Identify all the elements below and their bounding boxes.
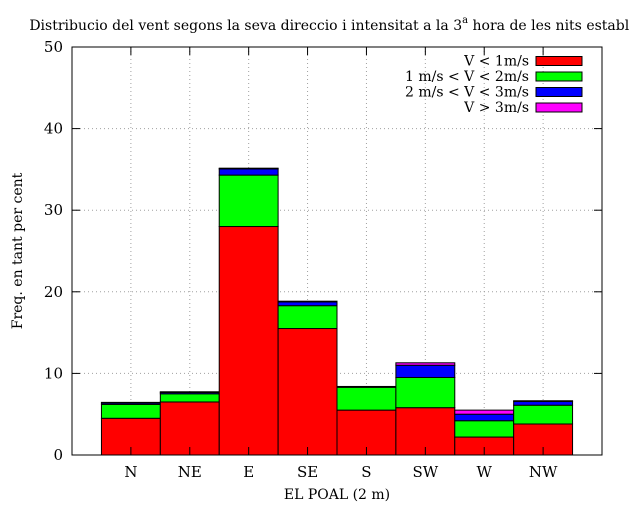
bar-segment xyxy=(454,409,515,415)
y-tick-label: 50 xyxy=(44,38,63,56)
chart-title: Distribucio del vent segons la seva dire… xyxy=(29,15,630,34)
bar-segment xyxy=(218,226,279,456)
bar-segment xyxy=(454,413,515,422)
legend-label: V < 1m/s xyxy=(463,54,529,70)
plot-frame xyxy=(71,46,603,456)
bar-segment xyxy=(100,403,161,419)
x-tick-label: S xyxy=(361,463,371,481)
bar-segment xyxy=(395,376,456,409)
x-tick-label: N xyxy=(124,463,137,481)
legend-label: V > 3m/s xyxy=(463,100,529,116)
x-tick-label: NW xyxy=(529,463,558,481)
x-tick-label: E xyxy=(243,463,254,481)
y-tick-label: 0 xyxy=(53,446,63,464)
bar-segment xyxy=(395,364,456,378)
bar-segment xyxy=(454,420,515,438)
y-axis-label: Freq. en tant per cent xyxy=(10,172,26,329)
bar-segment xyxy=(159,393,220,403)
bar-segment xyxy=(513,404,574,425)
bar-segment xyxy=(277,305,338,330)
legend-label: 1 m/s < V < 2m/s xyxy=(405,69,529,85)
legend: V < 1m/s1 m/s < V < 2m/s2 m/s < V < 3m/s… xyxy=(405,54,583,116)
bar-segment xyxy=(336,385,397,388)
x-axis-label: EL POAL (2 m) xyxy=(284,487,390,503)
bar-segment xyxy=(336,386,397,411)
legend-swatch xyxy=(535,71,583,82)
x-tick-label: NE xyxy=(178,463,202,481)
bar-segment xyxy=(159,391,220,394)
bar-segment xyxy=(218,167,279,170)
x-tick-label: SW xyxy=(412,463,438,481)
bar-segment xyxy=(218,174,279,228)
bar-segment xyxy=(277,328,338,456)
x-tick-label: SE xyxy=(297,463,318,481)
legend-swatch xyxy=(535,102,583,113)
legend-swatch xyxy=(535,87,583,97)
y-tick-label: 20 xyxy=(44,283,63,301)
x-tick-label: W xyxy=(477,463,493,481)
bar-segment xyxy=(513,400,574,403)
bar-segment xyxy=(100,401,161,404)
y-tick-label: 10 xyxy=(44,364,63,382)
bar-segment xyxy=(277,300,338,303)
legend-swatch xyxy=(535,56,583,66)
bars xyxy=(100,167,574,456)
bar-segment xyxy=(218,168,279,176)
y-tick-label: 30 xyxy=(44,201,63,219)
legend-label: 2 m/s < V < 3m/s xyxy=(405,85,529,101)
bar-segment xyxy=(395,362,456,366)
y-tick-label: 40 xyxy=(44,120,63,138)
axes: 0 10 20 30 40 50 N NE E SE S SW W NW xyxy=(44,38,602,481)
